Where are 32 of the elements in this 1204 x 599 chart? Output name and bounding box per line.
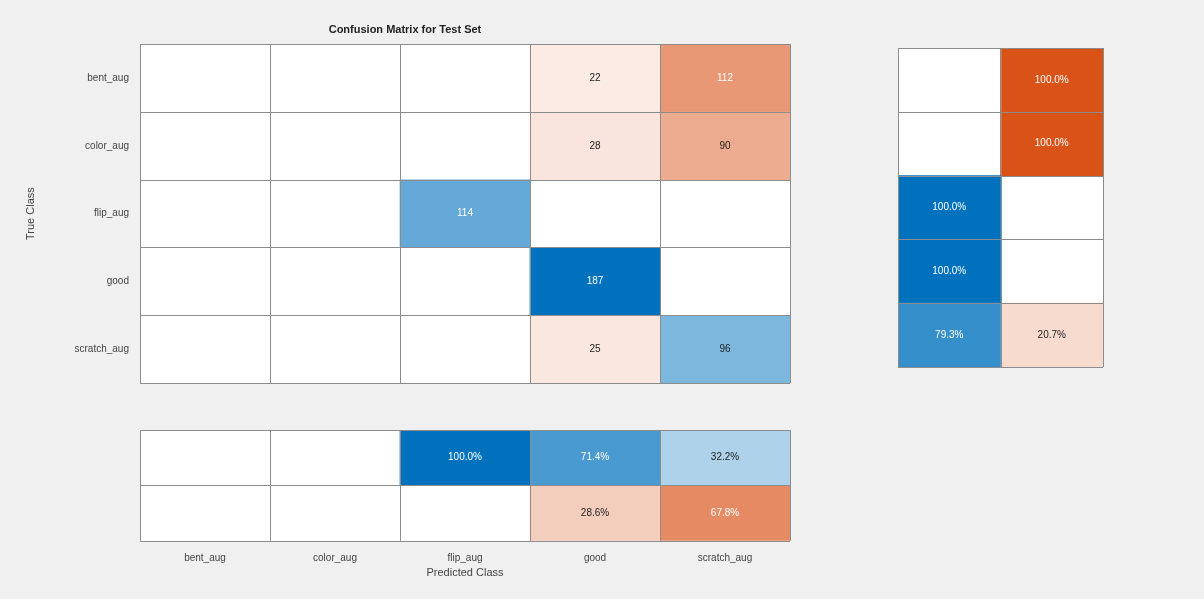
data-label: 100.0% (1034, 137, 1069, 149)
data-label: 100.0% (448, 451, 483, 463)
y-axis-title: True Class (23, 186, 36, 240)
data-label: 100.0% (932, 265, 967, 277)
y-tick-label: good (106, 275, 129, 287)
data-label: 79.3% (935, 328, 964, 340)
x-tick-label: scratch_aug (697, 551, 753, 563)
data-label: 25 (589, 342, 601, 354)
data-label: 114 (457, 207, 474, 219)
data-label: 28.6% (580, 506, 610, 518)
y-tick-label: scratch_aug (74, 342, 129, 354)
x-tick-label: good (583, 551, 607, 563)
chart-title: Confusion Matrix for Test Set (328, 22, 482, 35)
data-label: 32.2% (710, 451, 740, 463)
data-label: 112 (717, 71, 734, 83)
data-label: 187 (586, 275, 604, 287)
x-tick-label: color_aug (313, 551, 357, 563)
data-label: 20.7% (1037, 328, 1067, 340)
data-label: 100.0% (932, 201, 967, 213)
y-tick-label: flip_aug (93, 207, 129, 219)
data-label: 100.0% (1034, 73, 1069, 85)
data-label: 96 (719, 342, 731, 354)
x-tick-label: flip_aug (447, 551, 483, 563)
y-tick-label: bent_aug (87, 71, 129, 83)
data-label: 71.4% (580, 451, 610, 463)
data-label: 22 (589, 71, 601, 83)
x-axis-title: Predicted Class (426, 566, 505, 579)
x-tick-label: bent_aug (184, 551, 226, 563)
data-label: 90 (719, 139, 731, 151)
y-tick-label: color_aug (85, 139, 129, 151)
data-label: 67.8% (710, 506, 740, 518)
data-label: 28 (589, 139, 601, 151)
